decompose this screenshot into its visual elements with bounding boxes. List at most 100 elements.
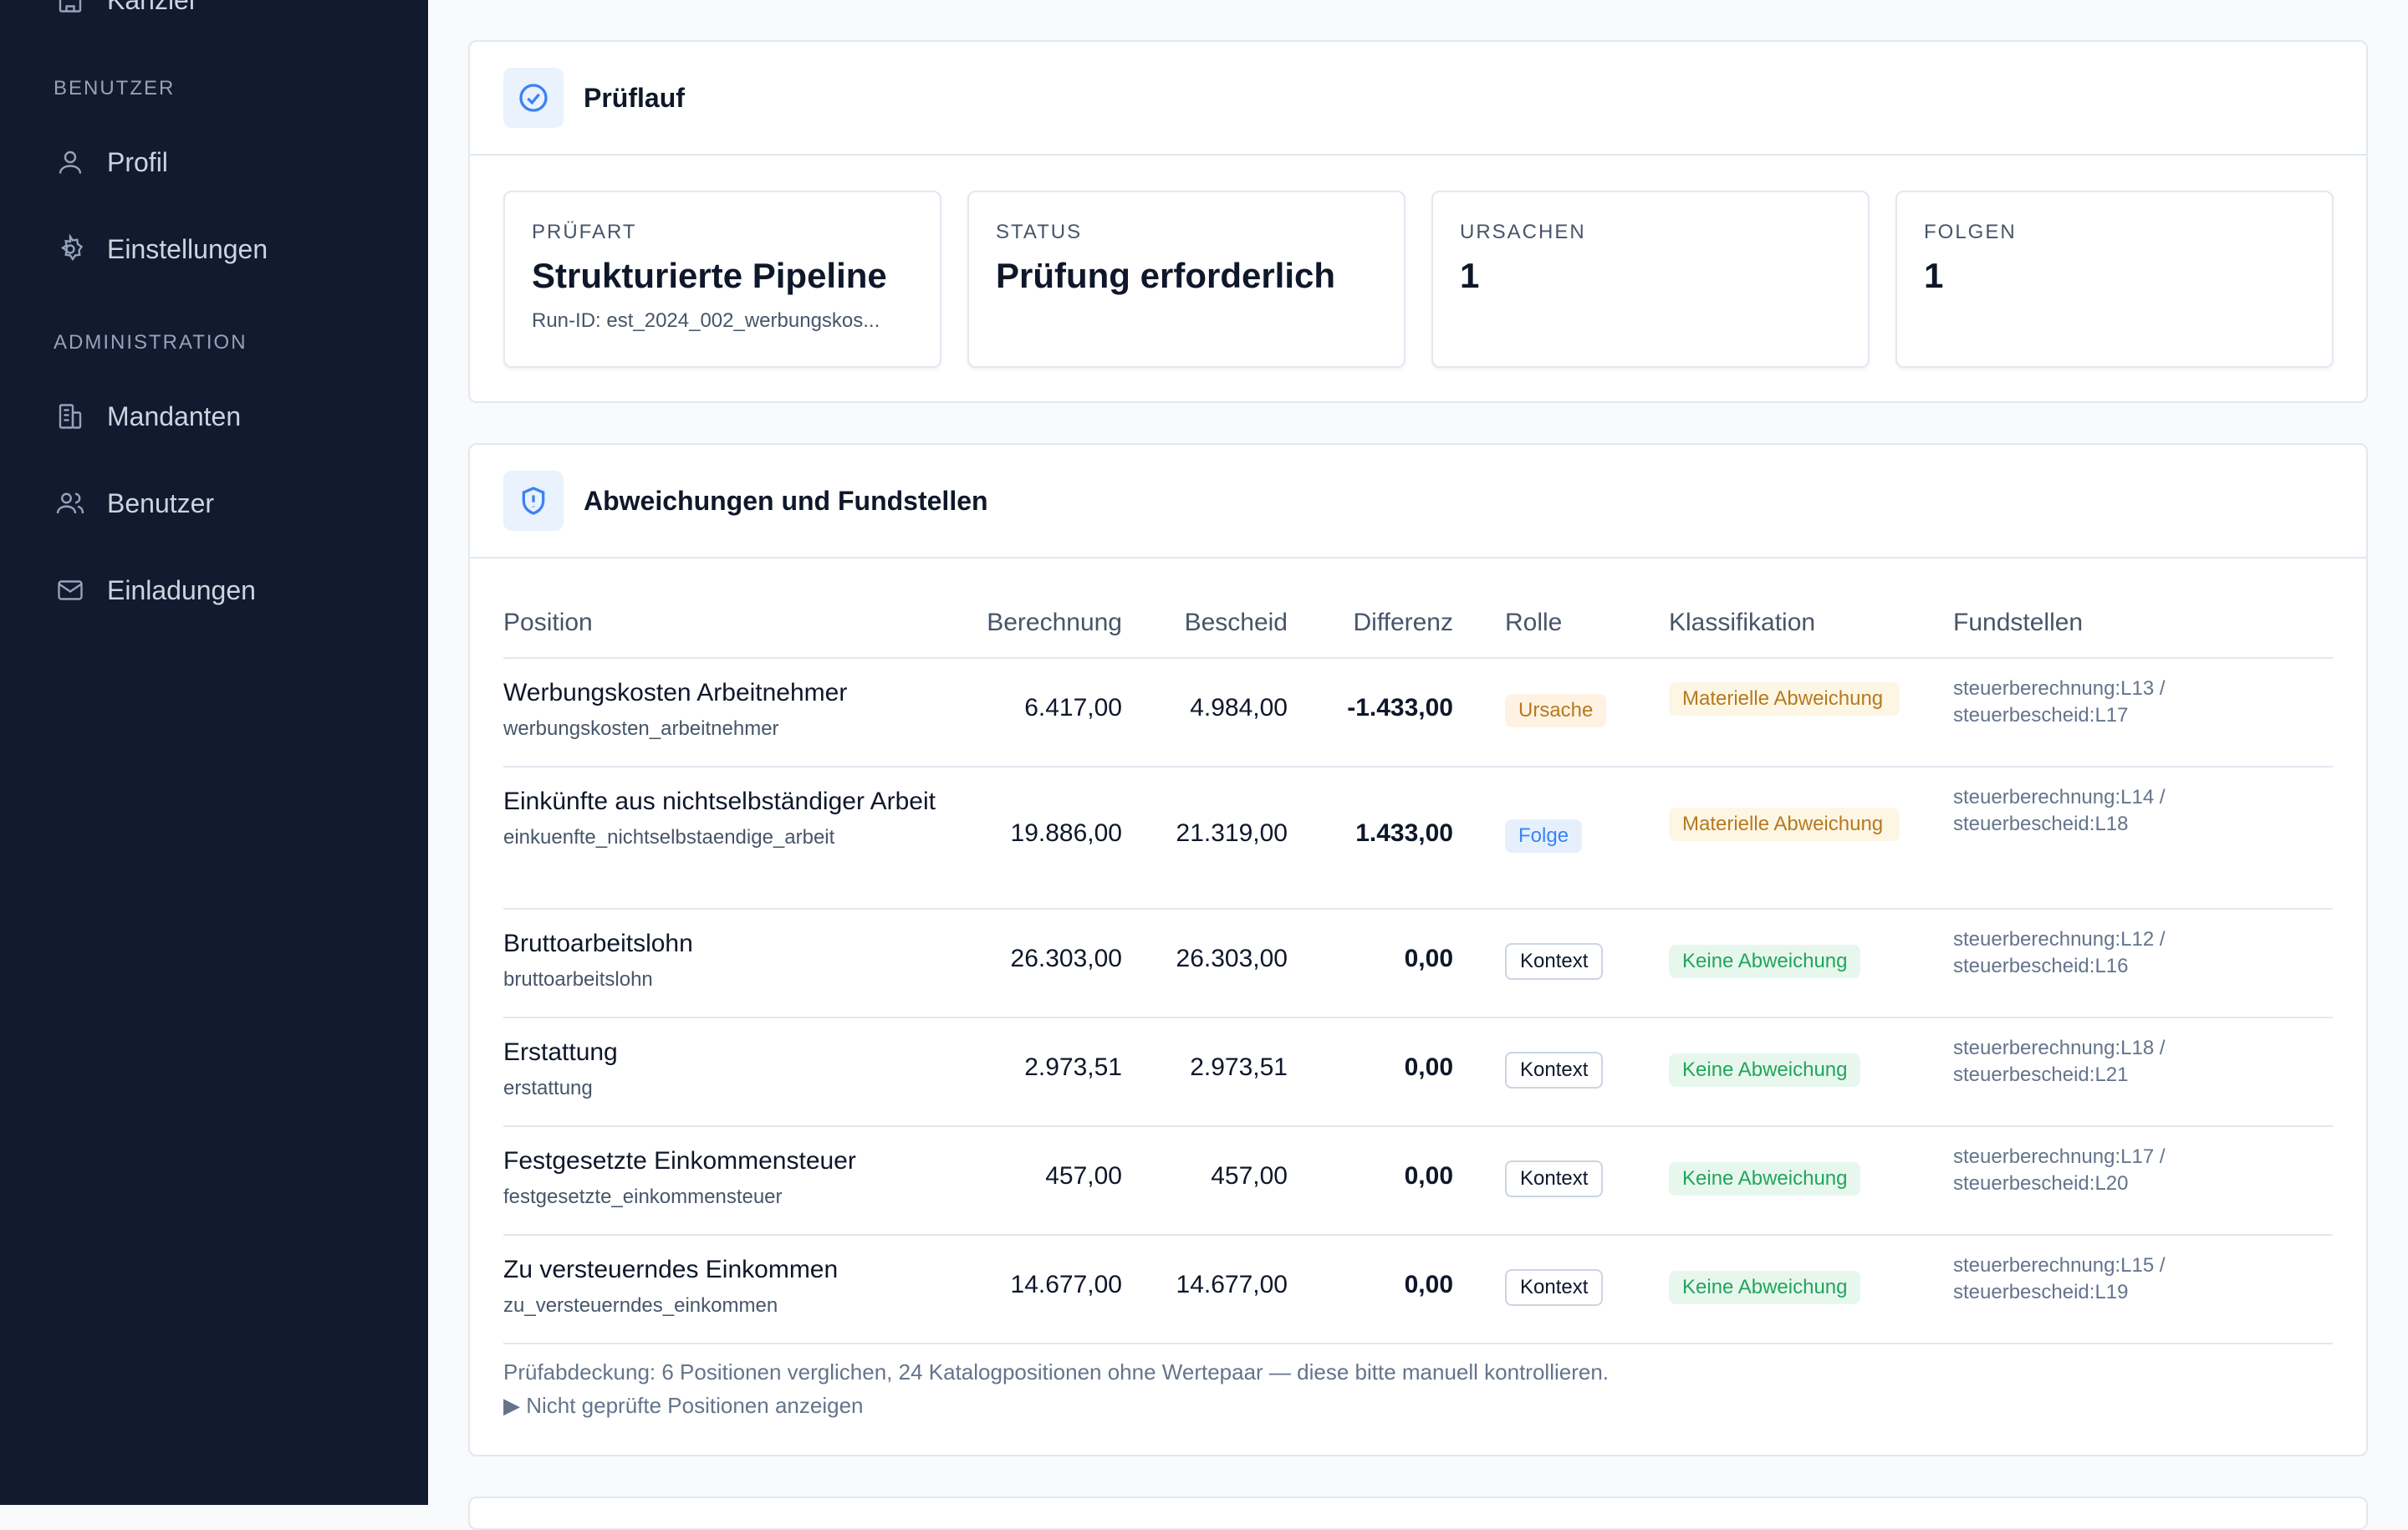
sidebar-item-label: Kanzlei — [107, 0, 195, 16]
col-berechnung: Berechnung — [987, 609, 1122, 636]
differenz-value: 0,00 — [1404, 945, 1453, 972]
sidebar-item-benutzer[interactable]: Benutzer — [54, 478, 214, 528]
shield-alert-icon — [503, 471, 564, 531]
sidebar-item-profil[interactable]: Profil — [54, 137, 168, 187]
fundstellen-cell: steuerberechnung:L13 / steuerbescheid:L1… — [1953, 676, 2166, 729]
role-badge: Folge — [1505, 819, 1583, 853]
table-row[interactable]: Festgesetzte Einkommensteuer festgesetzt… — [503, 1125, 2333, 1236]
stat-label: FOLGEN — [1924, 221, 2017, 243]
fundstellen-cell: steuerberechnung:L18 / steuerbescheid:L2… — [1953, 1035, 2166, 1089]
mail-icon — [54, 574, 87, 607]
fundstelle-berechnung: steuerberechnung:L18 / — [1953, 1037, 2166, 1059]
berechnung-value: 6.417,00 — [1024, 694, 1122, 722]
fundstellen-cell: steuerberechnung:L12 / steuerbescheid:L1… — [1953, 926, 2166, 980]
stat-label: STATUS — [996, 221, 1083, 243]
stat-label: URSACHEN — [1460, 221, 1586, 243]
differenz-value: 0,00 — [1404, 1271, 1453, 1298]
sidebar-item-einstellungen[interactable]: Einstellungen — [54, 224, 268, 274]
table-row[interactable]: Bruttoarbeitslohn bruttoarbeitslohn 26.3… — [503, 908, 2333, 1018]
user-icon — [54, 145, 87, 179]
differenz-value: 1.433,00 — [1355, 819, 1453, 847]
position-name: Erstattung — [503, 1038, 618, 1066]
sidebar: Kanzlei BENUTZER Profil Einstellungen AD… — [0, 0, 428, 1505]
differenz-value: -1.433,00 — [1347, 694, 1453, 722]
classification-badge: Keine Abweichung — [1669, 1053, 1861, 1087]
position-name: Bruttoarbeitslohn — [503, 930, 693, 957]
sidebar-item-label: Profil — [107, 146, 168, 177]
fundstelle-berechnung: steuerberechnung:L13 / — [1953, 677, 2166, 700]
stat-value: Strukturierte Pipeline — [532, 256, 887, 295]
fundstelle-berechnung: steuerberechnung:L12 / — [1953, 928, 2166, 951]
table-row[interactable]: Werbungskosten Arbeitnehmer werbungskost… — [503, 657, 2333, 768]
fundstelle-bescheid: steuerbescheid:L21 — [1953, 1063, 2129, 1086]
berechnung-value: 2.973,51 — [1024, 1053, 1122, 1081]
fundstelle-bescheid: steuerbescheid:L19 — [1953, 1281, 2129, 1303]
col-fundstellen: Fundstellen — [1953, 609, 2084, 636]
fundstelle-berechnung: steuerberechnung:L17 / — [1953, 1145, 2166, 1168]
role-badge: Ursache — [1505, 694, 1607, 727]
position-key: festgesetzte_einkommensteuer — [503, 1186, 783, 1208]
card-title: Prüflauf — [584, 82, 685, 113]
show-unchecked-toggle[interactable]: ▶ Nicht geprüfte Positionen anzeigen — [503, 1393, 864, 1418]
classification-badge: Keine Abweichung — [1669, 1271, 1861, 1304]
berechnung-value: 14.677,00 — [1010, 1271, 1122, 1298]
berechnung-value: 19.886,00 — [1010, 819, 1122, 847]
fundstelle-berechnung: steuerberechnung:L15 / — [1953, 1254, 2166, 1277]
position-cell: Bruttoarbeitslohn bruttoarbeitslohn — [503, 926, 693, 992]
col-bescheid: Bescheid — [1184, 609, 1288, 636]
stat-status: STATUS Prüfung erforderlich — [967, 191, 1406, 368]
stat-value: Prüfung erforderlich — [996, 256, 1336, 295]
sidebar-item-label: Einladungen — [107, 574, 256, 605]
main-content: Prüflauf PRÜFART Strukturierte Pipeline … — [428, 0, 2408, 1530]
position-cell: Erstattung erstattung — [503, 1035, 618, 1100]
position-name: Einkünfte aus nichtselbständiger Arbeit — [503, 788, 936, 815]
position-key: einkuenfte_nichtselbstaendige_arbeit — [503, 826, 835, 849]
col-klassifikation: Klassifikation — [1669, 609, 1816, 636]
stat-value: 1 — [1924, 256, 1944, 295]
building-icon — [54, 0, 87, 17]
position-cell: Werbungskosten Arbeitnehmer werbungskost… — [503, 676, 847, 741]
classification-badge: Materielle Abweichung — [1669, 682, 1900, 716]
table-row[interactable]: Erstattung erstattung 2.973,51 2.973,51 … — [503, 1017, 2333, 1127]
classification-badge: Keine Abweichung — [1669, 1162, 1861, 1196]
role-badge: Kontext — [1505, 1160, 1604, 1197]
berechnung-value: 26.303,00 — [1010, 945, 1122, 972]
sidebar-item-einladungen[interactable]: Einladungen — [54, 565, 256, 615]
position-cell: Festgesetzte Einkommensteuer festgesetzt… — [503, 1144, 856, 1209]
abweichungen-card: Abweichungen und Fundstellen Position Be… — [468, 443, 2368, 1456]
position-name: Zu versteuerndes Einkommen — [503, 1256, 839, 1283]
classification-badge: Keine Abweichung — [1669, 945, 1861, 978]
bescheid-value: 457,00 — [1211, 1162, 1288, 1190]
position-cell: Einkünfte aus nichtselbständiger Arbeit … — [503, 784, 938, 849]
role-badge: Kontext — [1505, 1052, 1604, 1089]
stat-ursachen: URSACHEN 1 — [1431, 191, 1870, 368]
fundstelle-berechnung: steuerberechnung:L14 / — [1953, 786, 2166, 808]
coverage-note: Prüfabdeckung: 6 Positionen verglichen, … — [503, 1359, 1610, 1385]
fundstelle-bescheid: steuerbescheid:L20 — [1953, 1172, 2129, 1195]
table-row[interactable]: Einkünfte aus nichtselbständiger Arbeit … — [503, 766, 2333, 910]
card-header: Abweichungen und Fundstellen — [470, 445, 2366, 558]
position-key: bruttoarbeitslohn — [503, 968, 653, 991]
role-badge: Kontext — [1505, 943, 1604, 980]
position-key: zu_versteuerndes_einkommen — [503, 1294, 778, 1317]
classification-badge: Materielle Abweichung — [1669, 808, 1900, 841]
sidebar-item-mandanten[interactable]: Mandanten — [54, 391, 241, 441]
card-header: Prüflauf — [470, 42, 2366, 156]
table-row[interactable]: Zu versteuerndes Einkommen zu_versteuern… — [503, 1234, 2333, 1344]
gear-icon — [54, 232, 87, 266]
check-circle-icon — [503, 68, 564, 128]
fundstellen-cell: steuerberechnung:L14 / steuerbescheid:L1… — [1953, 784, 2166, 838]
bescheid-value: 4.984,00 — [1190, 694, 1288, 722]
position-cell: Zu versteuerndes Einkommen zu_versteuern… — [503, 1252, 838, 1318]
bescheid-value: 21.319,00 — [1176, 819, 1288, 847]
stat-value: 1 — [1460, 256, 1480, 295]
sidebar-section-administration: ADMINISTRATION — [54, 331, 247, 354]
differenz-value: 0,00 — [1404, 1162, 1453, 1190]
stat-run-id: Run-ID: est_2024_002_werbungskos... — [532, 309, 880, 332]
table-header: Position Berechnung Bescheid Differenz R… — [503, 590, 2333, 659]
sidebar-item-kanzlei[interactable]: Kanzlei — [54, 0, 195, 25]
col-differenz: Differenz — [1353, 609, 1453, 636]
col-position: Position — [503, 609, 593, 636]
next-card — [468, 1497, 2368, 1530]
position-key: erstattung — [503, 1077, 593, 1099]
